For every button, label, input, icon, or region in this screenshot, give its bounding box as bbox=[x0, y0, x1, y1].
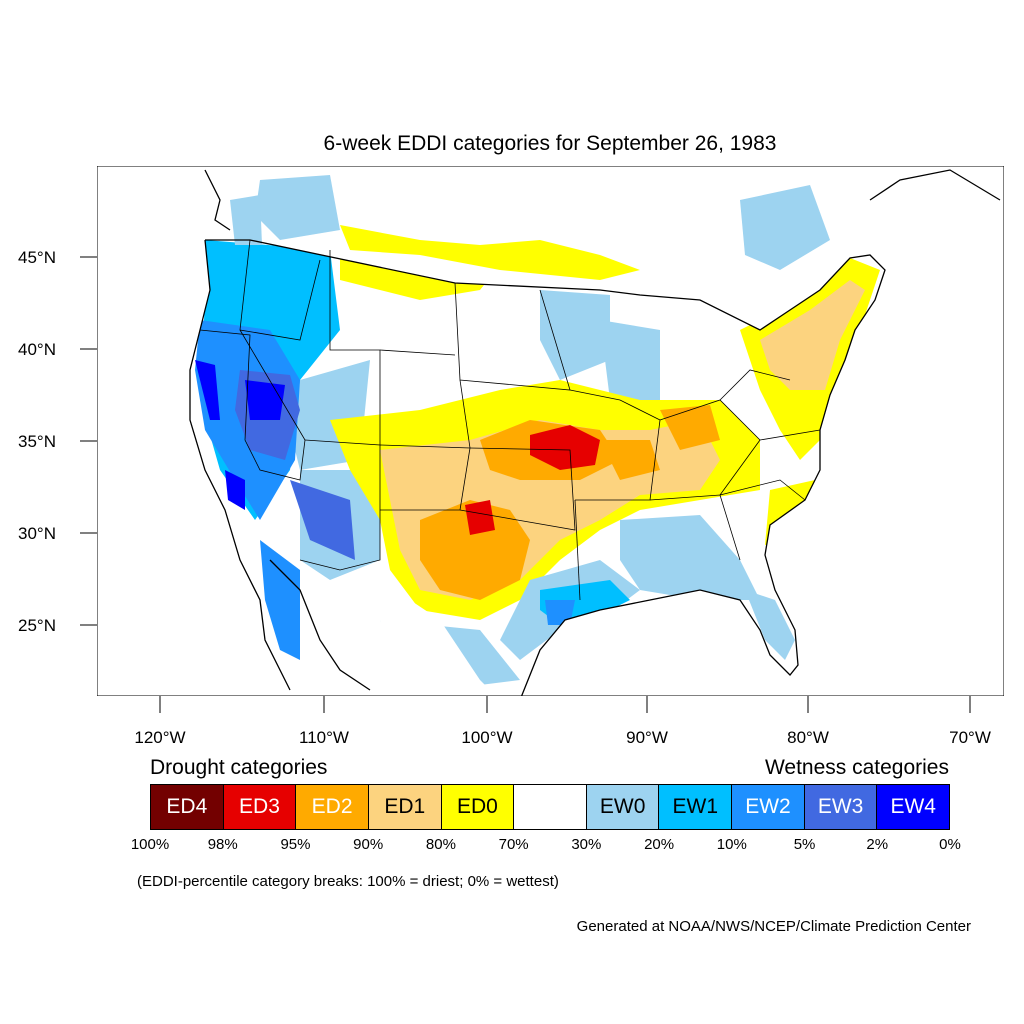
percentile-label: 20% bbox=[644, 836, 675, 853]
legend-swatch-neutral bbox=[514, 785, 587, 829]
region-ed2-ozarks bbox=[600, 440, 660, 480]
lon-label-100: 100°W bbox=[461, 728, 512, 747]
percentile-label: 10% bbox=[716, 836, 747, 853]
region-ew0-minnesota bbox=[540, 290, 610, 380]
region-ew3-arizona bbox=[290, 480, 355, 560]
region-ed1-east bbox=[760, 280, 865, 390]
drought-categories-heading: Drought categories bbox=[150, 756, 328, 779]
percentile-label: 30% bbox=[571, 836, 602, 853]
region-ew0-southeast bbox=[620, 515, 760, 600]
lat-label-35: 35°N bbox=[18, 432, 56, 451]
percentile-label: 0% bbox=[939, 836, 961, 853]
category-legend: ED4 ED3 ED2 ED1 ED0 EW0 EW1 EW2 EW3 EW4 bbox=[150, 784, 950, 830]
wetness-categories-heading: Wetness categories bbox=[764, 756, 949, 779]
legend-swatch-ew2: EW2 bbox=[732, 785, 805, 829]
legend-swatch-ed1: ED1 bbox=[368, 785, 442, 829]
credit-line: Generated at NOAA/NWS/NCEP/Climate Predi… bbox=[576, 918, 971, 935]
region-ew0-midwest bbox=[600, 320, 660, 400]
percentile-label: 95% bbox=[280, 836, 311, 853]
legend-swatch-ew1: EW1 bbox=[659, 785, 733, 829]
lat-axis: 45°N 40°N 35°N 30°N 25°N bbox=[18, 248, 97, 635]
region-ew2-baja bbox=[260, 540, 300, 660]
region-ew0-florida bbox=[745, 590, 795, 660]
percentile-label: 5% bbox=[793, 836, 816, 853]
region-ew4-california bbox=[195, 360, 220, 420]
lon-label-80: 80°W bbox=[787, 728, 829, 747]
region-ew0-canada-west bbox=[255, 175, 340, 240]
region-ew4-nevada bbox=[245, 380, 285, 420]
map-title: 6-week EDDI categories for September 26,… bbox=[323, 132, 777, 155]
percentile-label: 70% bbox=[498, 836, 529, 853]
category-breaks-note: (EDDI-percentile category breaks: 100% =… bbox=[137, 873, 559, 890]
legend-swatch-ew4: EW4 bbox=[877, 785, 950, 829]
legend-swatch-ed4: ED4 bbox=[151, 785, 224, 829]
lat-label-30: 30°N bbox=[18, 524, 56, 543]
region-ed0-canada bbox=[340, 225, 640, 280]
percentile-label: 100% bbox=[130, 836, 170, 853]
eddi-category-fill bbox=[190, 240, 885, 696]
lon-axis: 120°W 110°W 100°W 90°W 80°W 70°W bbox=[134, 696, 991, 747]
percentile-label: 90% bbox=[353, 836, 384, 853]
map-frame bbox=[97, 166, 1004, 696]
legend-swatch-ed0: ED0 bbox=[441, 785, 515, 829]
lat-label-40: 40°N bbox=[18, 340, 56, 359]
percentile-label: 2% bbox=[866, 836, 889, 853]
lon-label-110: 110°W bbox=[299, 728, 349, 747]
region-ed3-missouri bbox=[530, 425, 600, 470]
eddi-map: 45°N 40°N 35°N 30°N 25°N 120°W 110°W 100… bbox=[18, 166, 1004, 747]
lon-label-120: 120°W bbox=[134, 728, 185, 747]
coastline bbox=[189, 169, 1001, 696]
legend-swatch-ew0: EW0 bbox=[586, 785, 660, 829]
legend-swatch-ed3: ED3 bbox=[223, 785, 297, 829]
region-ed2-texas bbox=[420, 500, 530, 600]
region-ew0-canada-east bbox=[740, 185, 830, 270]
state-boundaries bbox=[199, 239, 821, 601]
lon-label-70: 70°W bbox=[949, 728, 991, 747]
lat-label-45: 45°N bbox=[18, 248, 56, 267]
percentile-label: 98% bbox=[207, 836, 238, 853]
lat-label-25: 25°N bbox=[18, 616, 56, 635]
lon-label-90: 90°W bbox=[626, 728, 668, 747]
region-ed3-oklahoma bbox=[465, 500, 495, 535]
percentile-label: 80% bbox=[425, 836, 456, 853]
region-ew4-socal bbox=[225, 470, 245, 510]
region-ew2-gulf bbox=[545, 600, 575, 625]
region-ed2-ohio bbox=[660, 405, 720, 450]
region-ew0-canada-sw bbox=[230, 195, 262, 245]
legend-swatch-ed2: ED2 bbox=[296, 785, 369, 829]
legend-swatch-ew3: EW3 bbox=[804, 785, 878, 829]
